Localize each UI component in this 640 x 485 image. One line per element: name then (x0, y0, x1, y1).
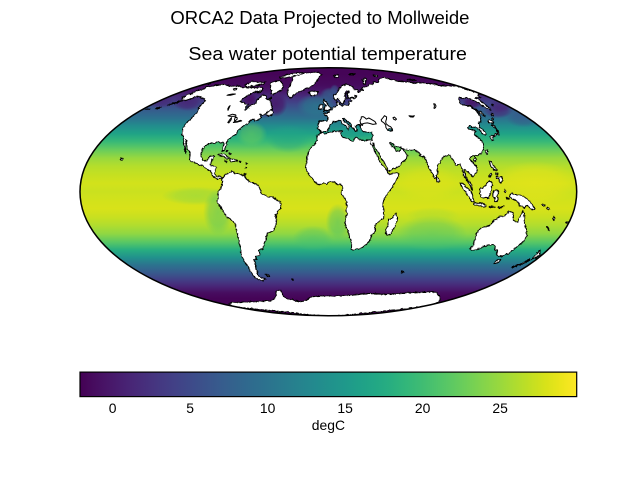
svg-text:20: 20 (415, 400, 431, 416)
svg-text:degC: degC (312, 417, 345, 433)
svg-text:Sea water potential temperatur: Sea water potential temperature (188, 43, 467, 64)
svg-text:15: 15 (337, 400, 353, 416)
svg-text:25: 25 (492, 400, 508, 416)
svg-text:ORCA2 Data Projected to Mollwe: ORCA2 Data Projected to Mollweide (170, 7, 469, 28)
svg-text:10: 10 (260, 400, 276, 416)
svg-text:5: 5 (186, 400, 194, 416)
svg-text:0: 0 (109, 400, 117, 416)
